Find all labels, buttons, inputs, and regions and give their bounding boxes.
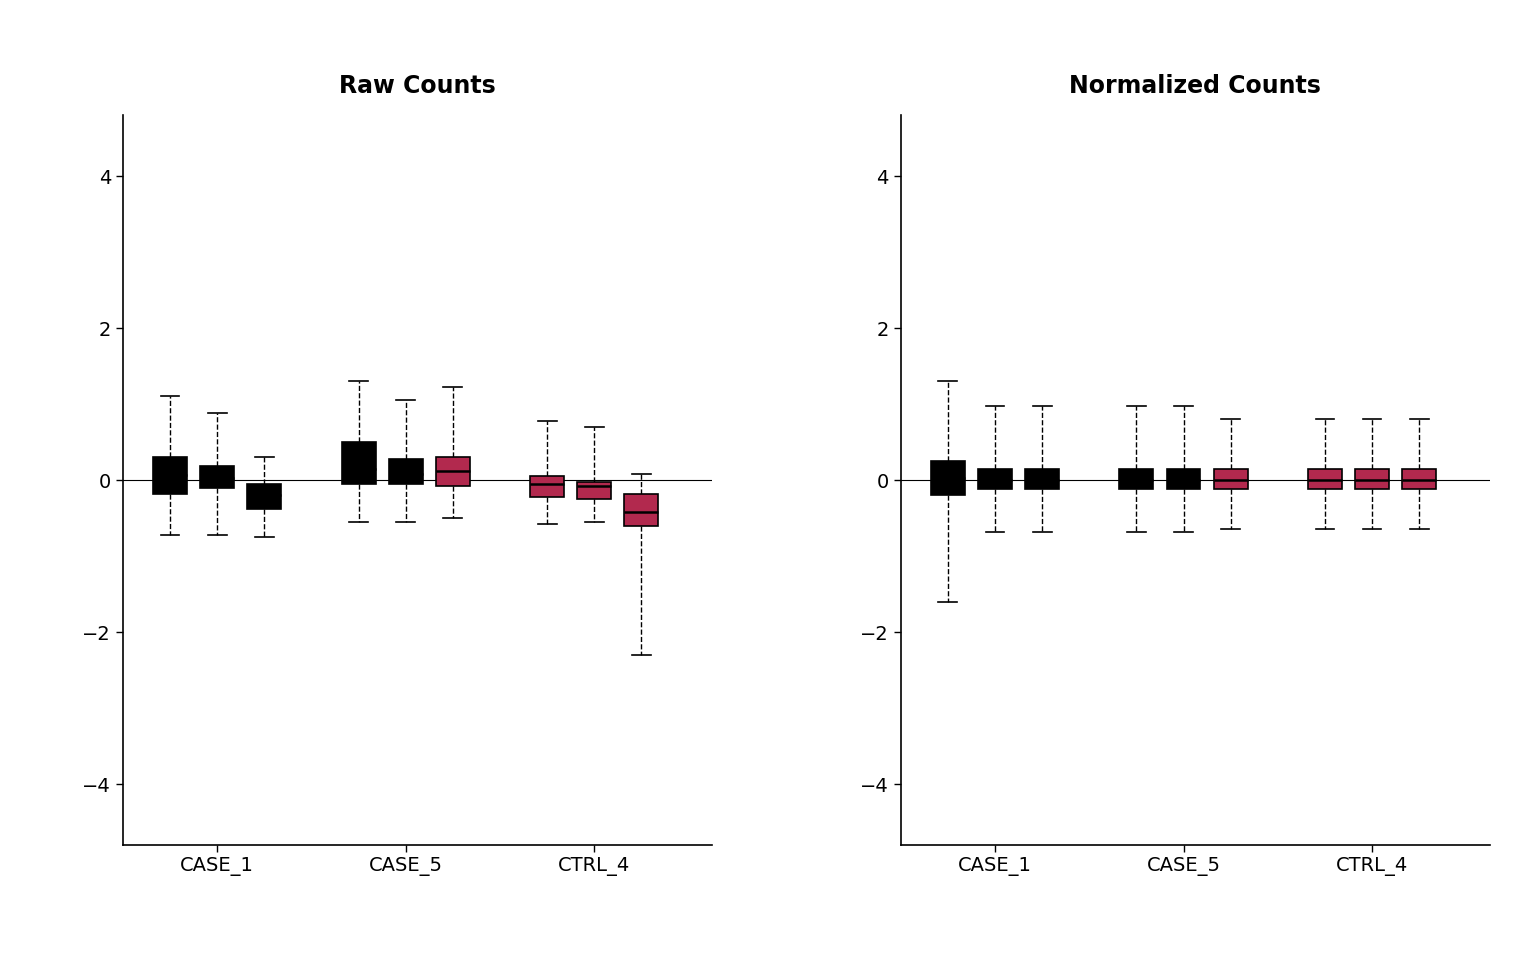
Bar — [436, 457, 470, 486]
Bar — [578, 482, 611, 499]
Bar — [625, 493, 659, 526]
Bar — [1025, 468, 1058, 490]
Bar — [1166, 468, 1201, 490]
Title: Normalized Counts: Normalized Counts — [1069, 74, 1321, 98]
Bar — [1120, 468, 1154, 490]
Bar — [200, 467, 233, 488]
Bar — [978, 468, 1012, 490]
Bar — [530, 476, 564, 496]
Bar — [389, 459, 422, 484]
Bar — [1309, 468, 1342, 490]
Bar — [1213, 468, 1247, 490]
Bar — [1402, 468, 1436, 490]
Bar — [931, 461, 965, 495]
Title: Raw Counts: Raw Counts — [339, 74, 496, 98]
Bar — [247, 484, 281, 509]
Bar — [1355, 468, 1389, 490]
Bar — [154, 457, 187, 493]
Bar — [341, 442, 375, 484]
